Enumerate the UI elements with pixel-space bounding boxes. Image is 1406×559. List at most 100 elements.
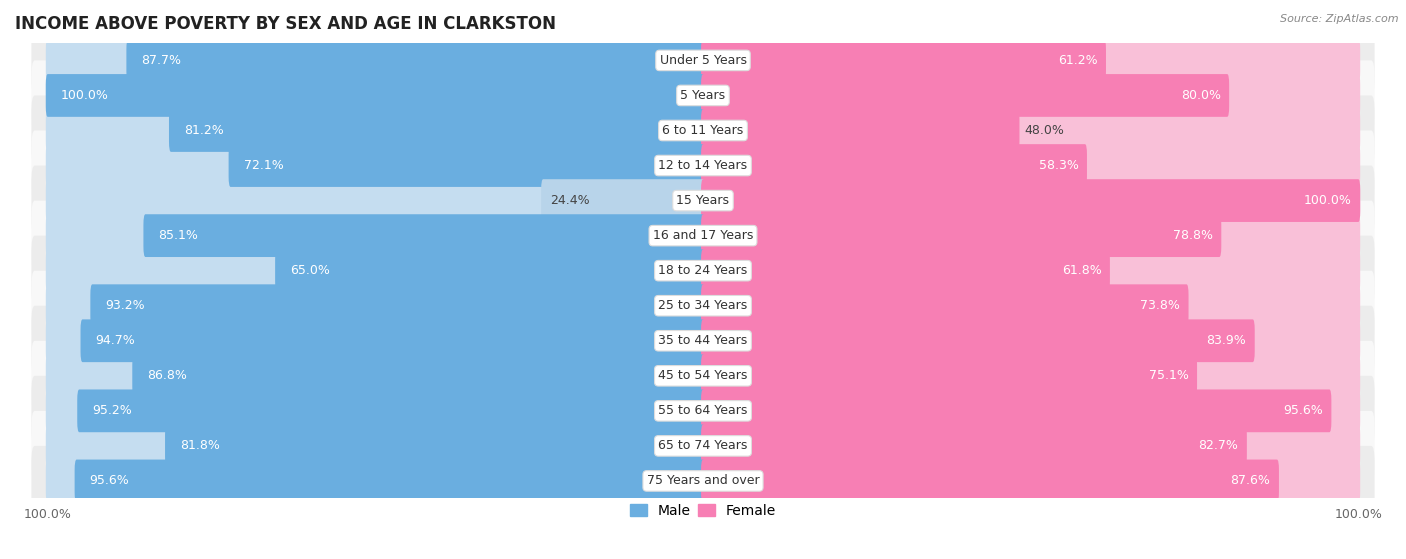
- Text: 58.3%: 58.3%: [1039, 159, 1078, 172]
- FancyBboxPatch shape: [165, 424, 704, 467]
- FancyBboxPatch shape: [46, 424, 704, 467]
- Text: 82.7%: 82.7%: [1198, 439, 1239, 452]
- FancyBboxPatch shape: [702, 74, 1229, 117]
- Text: 95.2%: 95.2%: [93, 404, 132, 418]
- FancyBboxPatch shape: [46, 39, 704, 82]
- FancyBboxPatch shape: [702, 39, 1107, 82]
- Text: 72.1%: 72.1%: [243, 159, 284, 172]
- FancyBboxPatch shape: [702, 109, 1019, 152]
- Text: 87.7%: 87.7%: [142, 54, 181, 67]
- FancyBboxPatch shape: [46, 390, 704, 432]
- FancyBboxPatch shape: [702, 144, 1360, 187]
- Text: 18 to 24 Years: 18 to 24 Years: [658, 264, 748, 277]
- FancyBboxPatch shape: [276, 249, 704, 292]
- Text: 80.0%: 80.0%: [1181, 89, 1220, 102]
- FancyBboxPatch shape: [127, 39, 704, 82]
- Text: 65 to 74 Years: 65 to 74 Years: [658, 439, 748, 452]
- FancyBboxPatch shape: [31, 165, 1375, 236]
- FancyBboxPatch shape: [702, 285, 1188, 327]
- FancyBboxPatch shape: [702, 249, 1109, 292]
- FancyBboxPatch shape: [31, 376, 1375, 446]
- FancyBboxPatch shape: [46, 144, 704, 187]
- Text: 35 to 44 Years: 35 to 44 Years: [658, 334, 748, 347]
- FancyBboxPatch shape: [46, 249, 704, 292]
- FancyBboxPatch shape: [702, 74, 1360, 117]
- FancyBboxPatch shape: [702, 179, 1360, 222]
- Text: INCOME ABOVE POVERTY BY SEX AND AGE IN CLARKSTON: INCOME ABOVE POVERTY BY SEX AND AGE IN C…: [15, 15, 555, 33]
- FancyBboxPatch shape: [46, 179, 704, 222]
- FancyBboxPatch shape: [75, 459, 704, 503]
- FancyBboxPatch shape: [132, 354, 704, 397]
- FancyBboxPatch shape: [702, 214, 1360, 257]
- FancyBboxPatch shape: [46, 74, 704, 117]
- Text: 5 Years: 5 Years: [681, 89, 725, 102]
- Text: 93.2%: 93.2%: [105, 299, 145, 312]
- FancyBboxPatch shape: [702, 285, 1360, 327]
- FancyBboxPatch shape: [702, 319, 1254, 362]
- Text: 75 Years and over: 75 Years and over: [647, 475, 759, 487]
- FancyBboxPatch shape: [541, 179, 704, 222]
- Text: 100.0%: 100.0%: [1303, 194, 1351, 207]
- Text: 100.0%: 100.0%: [60, 89, 108, 102]
- Text: 81.2%: 81.2%: [184, 124, 224, 137]
- Text: 78.8%: 78.8%: [1173, 229, 1213, 242]
- FancyBboxPatch shape: [31, 130, 1375, 201]
- FancyBboxPatch shape: [31, 306, 1375, 376]
- FancyBboxPatch shape: [31, 25, 1375, 96]
- FancyBboxPatch shape: [31, 96, 1375, 165]
- FancyBboxPatch shape: [702, 144, 1087, 187]
- FancyBboxPatch shape: [90, 285, 704, 327]
- FancyBboxPatch shape: [702, 39, 1360, 82]
- FancyBboxPatch shape: [77, 390, 704, 432]
- Text: 61.8%: 61.8%: [1062, 264, 1101, 277]
- FancyBboxPatch shape: [46, 214, 704, 257]
- FancyBboxPatch shape: [46, 354, 704, 397]
- Text: 75.1%: 75.1%: [1149, 369, 1188, 382]
- Legend: Male, Female: Male, Female: [624, 498, 782, 523]
- Text: 87.6%: 87.6%: [1230, 475, 1271, 487]
- Text: 55 to 64 Years: 55 to 64 Years: [658, 404, 748, 418]
- FancyBboxPatch shape: [702, 424, 1247, 467]
- FancyBboxPatch shape: [46, 109, 704, 152]
- FancyBboxPatch shape: [702, 109, 1360, 152]
- FancyBboxPatch shape: [31, 271, 1375, 341]
- FancyBboxPatch shape: [702, 354, 1360, 397]
- FancyBboxPatch shape: [169, 109, 704, 152]
- Text: 81.8%: 81.8%: [180, 439, 219, 452]
- Text: 86.8%: 86.8%: [148, 369, 187, 382]
- Text: 12 to 14 Years: 12 to 14 Years: [658, 159, 748, 172]
- Text: 83.9%: 83.9%: [1206, 334, 1246, 347]
- Text: 65.0%: 65.0%: [290, 264, 330, 277]
- FancyBboxPatch shape: [46, 285, 704, 327]
- Text: 95.6%: 95.6%: [90, 475, 129, 487]
- FancyBboxPatch shape: [80, 319, 704, 362]
- FancyBboxPatch shape: [702, 179, 1360, 222]
- FancyBboxPatch shape: [702, 424, 1360, 467]
- Text: Source: ZipAtlas.com: Source: ZipAtlas.com: [1281, 14, 1399, 24]
- FancyBboxPatch shape: [702, 459, 1360, 503]
- Text: 95.6%: 95.6%: [1284, 404, 1323, 418]
- Text: 15 Years: 15 Years: [676, 194, 730, 207]
- Text: 73.8%: 73.8%: [1140, 299, 1180, 312]
- FancyBboxPatch shape: [702, 214, 1222, 257]
- Text: Under 5 Years: Under 5 Years: [659, 54, 747, 67]
- FancyBboxPatch shape: [31, 341, 1375, 411]
- FancyBboxPatch shape: [702, 249, 1360, 292]
- FancyBboxPatch shape: [46, 319, 704, 362]
- Text: 24.4%: 24.4%: [550, 194, 589, 207]
- Text: 25 to 34 Years: 25 to 34 Years: [658, 299, 748, 312]
- FancyBboxPatch shape: [31, 446, 1375, 516]
- FancyBboxPatch shape: [229, 144, 704, 187]
- FancyBboxPatch shape: [702, 459, 1279, 503]
- FancyBboxPatch shape: [31, 236, 1375, 306]
- Text: 16 and 17 Years: 16 and 17 Years: [652, 229, 754, 242]
- FancyBboxPatch shape: [31, 60, 1375, 130]
- FancyBboxPatch shape: [702, 319, 1360, 362]
- FancyBboxPatch shape: [46, 74, 704, 117]
- FancyBboxPatch shape: [702, 390, 1360, 432]
- Text: 61.2%: 61.2%: [1057, 54, 1098, 67]
- FancyBboxPatch shape: [702, 354, 1197, 397]
- Text: 6 to 11 Years: 6 to 11 Years: [662, 124, 744, 137]
- Text: 85.1%: 85.1%: [159, 229, 198, 242]
- FancyBboxPatch shape: [31, 201, 1375, 271]
